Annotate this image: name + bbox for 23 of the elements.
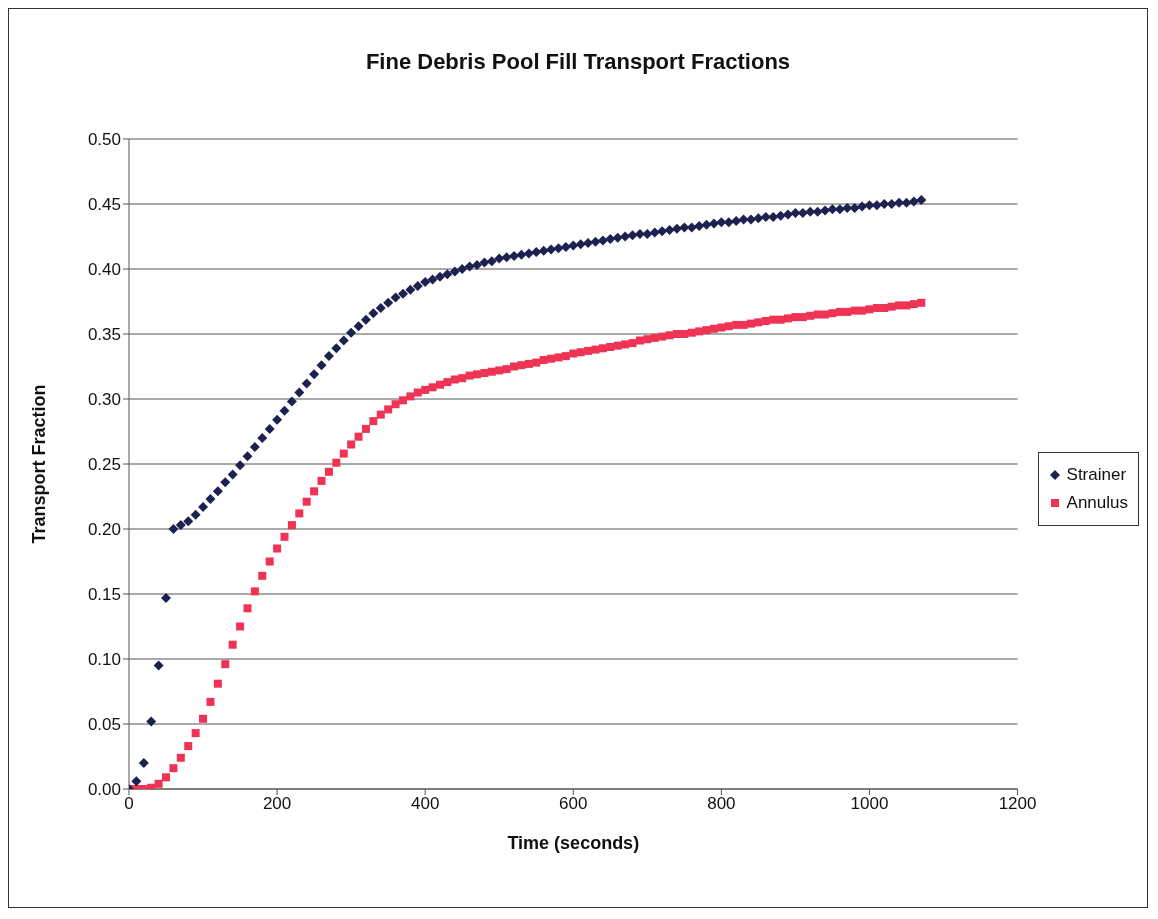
x-tick-label: 600 <box>559 794 588 814</box>
y-tick-label: 0.05 <box>87 715 121 735</box>
x-tick-label: 1200 <box>998 794 1037 814</box>
y-tick-label: 0.30 <box>87 390 121 410</box>
y-tick-label: 0.45 <box>87 195 121 215</box>
legend-label: Annulus <box>1066 492 1128 514</box>
x-tick-label: 800 <box>707 794 736 814</box>
y-tick-label: 0.00 <box>87 780 121 800</box>
y-tick-label: 0.10 <box>87 650 121 670</box>
x-axis-title: Time (seconds) <box>507 833 640 853</box>
y-tick-label: 0.40 <box>87 260 121 280</box>
y-tick-label: 0.35 <box>87 325 121 345</box>
chart-title: Fine Debris Pool Fill Transport Fractions <box>364 48 792 76</box>
legend-label: Strainer <box>1066 464 1127 486</box>
y-tick-label: 0.25 <box>87 455 121 475</box>
y-tick-label: 0.15 <box>87 585 121 605</box>
y-axis-title: Transport Fraction <box>29 384 50 544</box>
y-tick-label: 0.20 <box>87 520 121 540</box>
x-tick-label: 400 <box>411 794 440 814</box>
y-tick-label: 0.50 <box>87 130 121 150</box>
x-tick-label: 200 <box>262 794 292 814</box>
x-tick-label: 0 <box>124 794 134 814</box>
x-tick-label: 1000 <box>850 794 889 814</box>
